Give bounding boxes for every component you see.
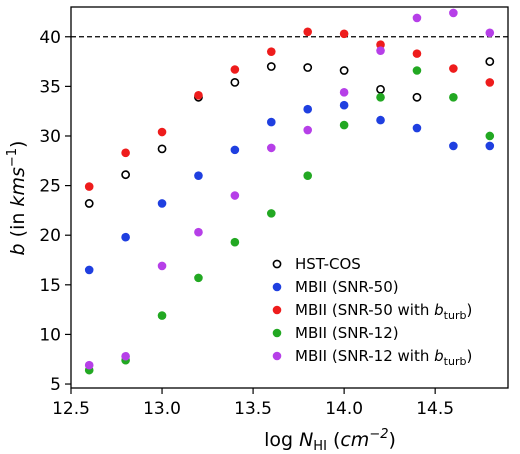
legend-marker <box>272 305 282 315</box>
data-point <box>339 29 349 39</box>
data-point <box>303 104 313 114</box>
data-point <box>266 209 276 218</box>
data-point <box>157 144 167 154</box>
data-point <box>339 120 349 130</box>
data-point <box>266 143 276 153</box>
data-point <box>194 273 203 283</box>
y-axis-label: b (in kms−1) <box>5 141 29 256</box>
legend-label: MBII (SNR-12 with bturb) <box>295 347 472 368</box>
plot-frame <box>70 6 509 389</box>
data-point <box>376 115 385 125</box>
data-point <box>449 8 458 18</box>
data-point <box>412 13 422 23</box>
data-point <box>266 117 276 127</box>
data-point <box>157 261 167 271</box>
legend-marker <box>272 328 282 338</box>
data-point <box>449 64 458 73</box>
data-point <box>230 145 240 155</box>
data-point <box>157 127 167 137</box>
series-1 <box>84 100 495 275</box>
data-point <box>376 46 385 55</box>
data-point <box>412 49 422 58</box>
data-point <box>303 125 313 135</box>
data-point <box>303 171 313 180</box>
data-point <box>339 66 349 75</box>
y-tick-label: 40 <box>39 28 61 48</box>
data-point <box>121 148 130 158</box>
series-0 <box>84 57 495 208</box>
data-point <box>376 84 385 94</box>
x-tick-label: 13.0 <box>143 399 181 419</box>
data-point <box>376 92 385 102</box>
data-point <box>485 28 495 38</box>
legend-label: MBII (SNR-12) <box>295 324 399 342</box>
data-point <box>412 66 422 75</box>
data-point <box>412 123 422 133</box>
legend-marker <box>272 259 282 269</box>
data-point <box>485 131 495 141</box>
data-point <box>230 191 240 200</box>
data-point <box>376 40 385 50</box>
legend-label: HST-COS <box>295 255 361 273</box>
data-point <box>339 100 349 110</box>
x-axis-label: log NHI (cm−2) <box>264 427 396 454</box>
data-point <box>266 62 276 71</box>
y-tick-label: 35 <box>39 77 61 97</box>
series-3 <box>84 66 495 375</box>
x-tick-label: 14.0 <box>325 399 363 419</box>
legend: HST-COS MBII (SNR-50) MBII (SNR-50 with bt… <box>272 255 472 368</box>
data-point <box>266 47 276 56</box>
y-tick-label: 5 <box>50 375 61 395</box>
data-point <box>84 199 94 208</box>
data-point <box>230 237 240 247</box>
data-point <box>449 92 458 102</box>
y-tick-label: 15 <box>39 276 61 296</box>
legend-marker <box>272 282 282 292</box>
series-2 <box>84 27 495 191</box>
data-point <box>485 141 495 151</box>
data-point <box>485 78 495 87</box>
data-point <box>121 170 131 180</box>
data-point <box>485 57 495 66</box>
data-point <box>84 182 94 191</box>
axis-ticks: 12.5 13.0 13.5 14.0 14.5 5 10 15 20 25 30 35 40 <box>39 28 454 419</box>
x-tick-label: 14.5 <box>416 399 454 419</box>
data-point <box>412 92 422 102</box>
data-point <box>157 199 167 208</box>
data-point <box>84 265 94 275</box>
legend-label: MBII (SNR-50) <box>295 278 399 296</box>
y-tick-label: 20 <box>39 226 61 246</box>
data-point <box>194 91 203 100</box>
y-tick-label: 25 <box>39 177 61 197</box>
data-point <box>84 360 94 370</box>
data-point <box>194 171 203 180</box>
data-point <box>157 311 167 320</box>
series-4 <box>84 8 495 370</box>
data-point <box>339 88 349 97</box>
data-point <box>303 63 313 72</box>
data-point <box>303 27 313 37</box>
legend-label: MBII (SNR-50 with bturb) <box>295 301 472 322</box>
data-point <box>449 141 458 151</box>
legend-marker <box>272 351 282 361</box>
x-tick-label: 13.5 <box>234 399 272 419</box>
plot-area <box>71 8 508 375</box>
data-point <box>121 232 130 242</box>
data-point <box>121 351 130 361</box>
x-tick-label: 12.5 <box>52 399 90 419</box>
y-tick-label: 10 <box>39 325 61 345</box>
data-point <box>194 227 203 237</box>
y-tick-label: 30 <box>39 127 61 147</box>
data-point <box>230 65 240 74</box>
data-point <box>230 78 240 87</box>
